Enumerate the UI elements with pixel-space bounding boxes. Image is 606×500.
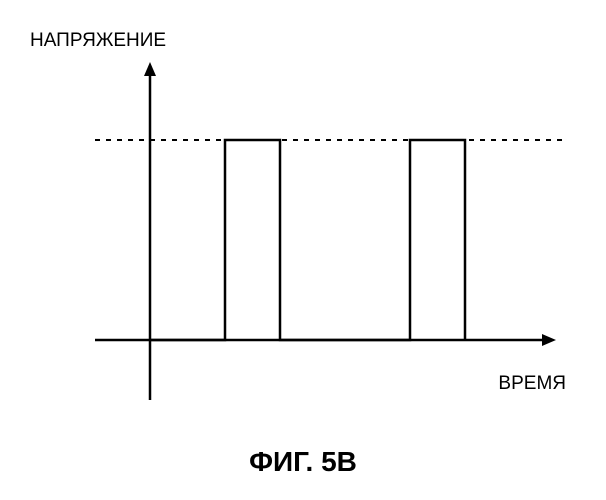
x-axis-label: ВРЕМЯ	[498, 373, 566, 395]
y-axis-arrow	[144, 62, 156, 76]
x-axis-arrow	[542, 334, 556, 346]
figure-caption: ФИГ. 5В	[0, 446, 606, 478]
chart-svg	[30, 40, 576, 410]
chart-container: НАПРЯЖЕНИЕ ВРЕМЯ	[30, 40, 576, 410]
square-wave	[150, 140, 465, 340]
